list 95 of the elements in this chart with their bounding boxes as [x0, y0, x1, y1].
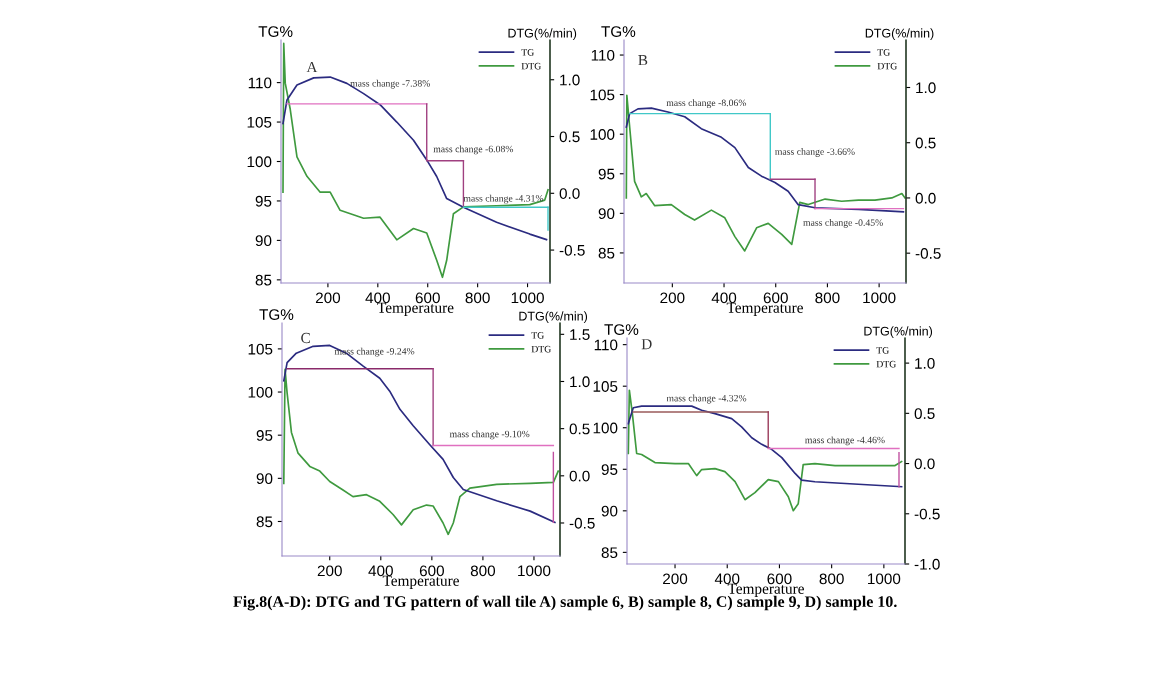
x-tick-label: 200: [315, 292, 341, 304]
annotation: mass change -9.10%: [449, 430, 530, 440]
y-tick-label: 100: [593, 422, 618, 434]
y2-tick-label: 0.5: [914, 408, 935, 420]
y-tick-label: 85: [601, 547, 618, 559]
y-axis-title: TG%: [604, 324, 639, 335]
y-tick-label: 85: [255, 274, 272, 286]
annotation: B: [638, 55, 648, 66]
y-tick-label: 90: [601, 505, 618, 517]
x-axis-title: Temperature: [377, 302, 454, 316]
x-tick-label: 800: [465, 292, 490, 304]
x-tick-label: 600: [415, 292, 440, 304]
y-tick-label: 100: [248, 386, 273, 398]
legend-label: DTG: [877, 62, 897, 70]
y-tick-label: 95: [256, 430, 273, 441]
y2-tick-label: -0.5: [559, 244, 585, 256]
y2-tick-label: 0.0: [569, 470, 590, 482]
x-tick-label: 400: [714, 573, 740, 585]
annotation: mass change -0.45%: [803, 219, 883, 228]
y2-tick-label: 1.0: [570, 376, 590, 388]
legend-label: DTG: [521, 62, 541, 70]
x-tick-label: 1000: [511, 292, 544, 304]
legend-label: TG: [531, 332, 544, 339]
y2-tick-label: 1.0: [560, 74, 580, 86]
y2-tick-label: 0.0: [915, 192, 936, 204]
y-tick-label: 95: [598, 168, 615, 180]
y-tick-label: 110: [248, 77, 272, 89]
y-tick-label: 90: [598, 208, 615, 220]
y2-tick-label: 0.0: [914, 458, 935, 470]
x-tick-label: 600: [419, 565, 444, 577]
x-tick-label: 1000: [868, 573, 901, 585]
y-tick-label: 100: [247, 156, 272, 168]
y2-tick-label: -1.0: [914, 558, 940, 570]
y-tick-label: 85: [598, 247, 615, 259]
x-tick-label: 400: [368, 565, 393, 577]
x-tick-label: 600: [767, 573, 792, 585]
caption: Fig.8(A-D): DTG and TG pattern of wall tile A) sample 6, B) sample 8, C) sample 9, D) sample 10.: [233, 595, 897, 611]
x-tick-label: 1000: [863, 292, 896, 304]
y2-tick-label: 0.5: [559, 131, 580, 143]
x-axis-title: Temperature: [726, 302, 803, 316]
annotation: mass change -3.66%: [775, 148, 855, 157]
y-tick-label: 85: [256, 516, 273, 528]
y2-axis-title: DTG(%/min): [864, 326, 933, 338]
x-tick-label: 200: [663, 573, 688, 585]
annotation: D: [641, 339, 652, 350]
x-tick-label: 200: [660, 292, 685, 304]
y-tick-label: 105: [248, 343, 273, 355]
x-tick-label: 600: [763, 292, 788, 304]
annotation: mass change -8.06%: [666, 99, 747, 109]
x-tick-label: 1000: [518, 565, 551, 577]
x-tick-label: 800: [470, 565, 496, 577]
y-tick-label: 100: [590, 129, 615, 140]
y2-tick-label: 1.5: [570, 329, 590, 341]
y2-tick-label: 0.5: [915, 137, 936, 149]
x-tick-label: 200: [317, 565, 342, 577]
y-tick-label: 105: [247, 116, 272, 128]
y-tick-label: 90: [256, 473, 273, 485]
x-tick-label: 400: [365, 292, 390, 304]
legend-label: TG: [877, 49, 890, 56]
y2-tick-label: -0.5: [569, 517, 595, 529]
legend-label: DTG: [876, 360, 896, 368]
x-tick-label: 800: [819, 573, 844, 585]
y-tick-label: 110: [591, 49, 615, 61]
annotation: mass change -4.46%: [805, 436, 885, 446]
y2-tick-label: 1.0: [916, 82, 936, 94]
y2-axis-title: DTG(%/min): [865, 28, 934, 40]
x-tick-label: 400: [711, 292, 737, 304]
annotation: mass change -4.32%: [666, 394, 747, 404]
y2-tick-label: -0.5: [915, 248, 941, 259]
y-axis-title: TG%: [259, 309, 294, 320]
x-tick-label: 800: [815, 292, 840, 304]
y-axis-title: TG%: [601, 26, 636, 37]
annotation: C: [301, 332, 310, 344]
y-tick-label: 95: [601, 464, 618, 475]
y-tick-label: 90: [255, 235, 272, 247]
legend-label: TG: [521, 49, 534, 56]
y-axis-title: TG%: [258, 26, 293, 37]
x-axis-title: Temperature: [727, 583, 804, 597]
y-tick-label: 110: [594, 339, 618, 351]
y2-axis-title: DTG(%/min): [508, 28, 577, 40]
annotation: mass change -6.08%: [433, 145, 514, 155]
y2-tick-label: 0.5: [569, 423, 590, 435]
y2-axis-title: DTG(%/min): [519, 311, 588, 323]
y2-tick-label: 1.0: [915, 357, 935, 369]
y-tick-label: 95: [255, 195, 272, 207]
y2-tick-label: 0.0: [559, 188, 580, 199]
y2-tick-label: -0.5: [914, 508, 940, 520]
annotation: A: [306, 62, 318, 73]
legend-label: DTG: [531, 345, 551, 353]
annotation: mass change -4.31%: [463, 194, 544, 204]
annotation: mass change -7.38%: [350, 79, 430, 89]
y-tick-label: 105: [590, 89, 615, 101]
x-axis-title: Temperature: [382, 575, 459, 589]
legend-label: TG: [876, 347, 889, 354]
y-tick-label: 105: [593, 381, 618, 392]
